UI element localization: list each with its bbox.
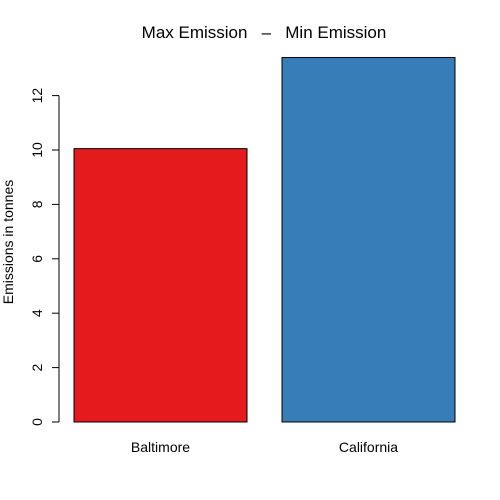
y-tick-label: 6: [29, 255, 45, 263]
y-axis-title: Emissions in tonnes: [0, 180, 16, 305]
y-tick-label: 10: [29, 142, 45, 158]
category-label: California: [339, 439, 398, 455]
y-tick-label: 8: [29, 200, 45, 208]
y-axis: 0 2 4 6 8 10 12: [29, 88, 60, 426]
bar-california: [281, 57, 456, 423]
bar-baltimore: [73, 148, 248, 423]
y-tick-label: 4: [29, 309, 45, 317]
chart-title: Max Emission – Min Emission: [142, 23, 387, 42]
category-label: Baltimore: [131, 439, 190, 455]
y-tick-label: 12: [29, 88, 45, 104]
y-tick-label: 2: [29, 363, 45, 371]
bars: [73, 57, 456, 423]
y-tick-label: 0: [29, 418, 45, 426]
category-labels: Baltimore California: [131, 439, 398, 455]
